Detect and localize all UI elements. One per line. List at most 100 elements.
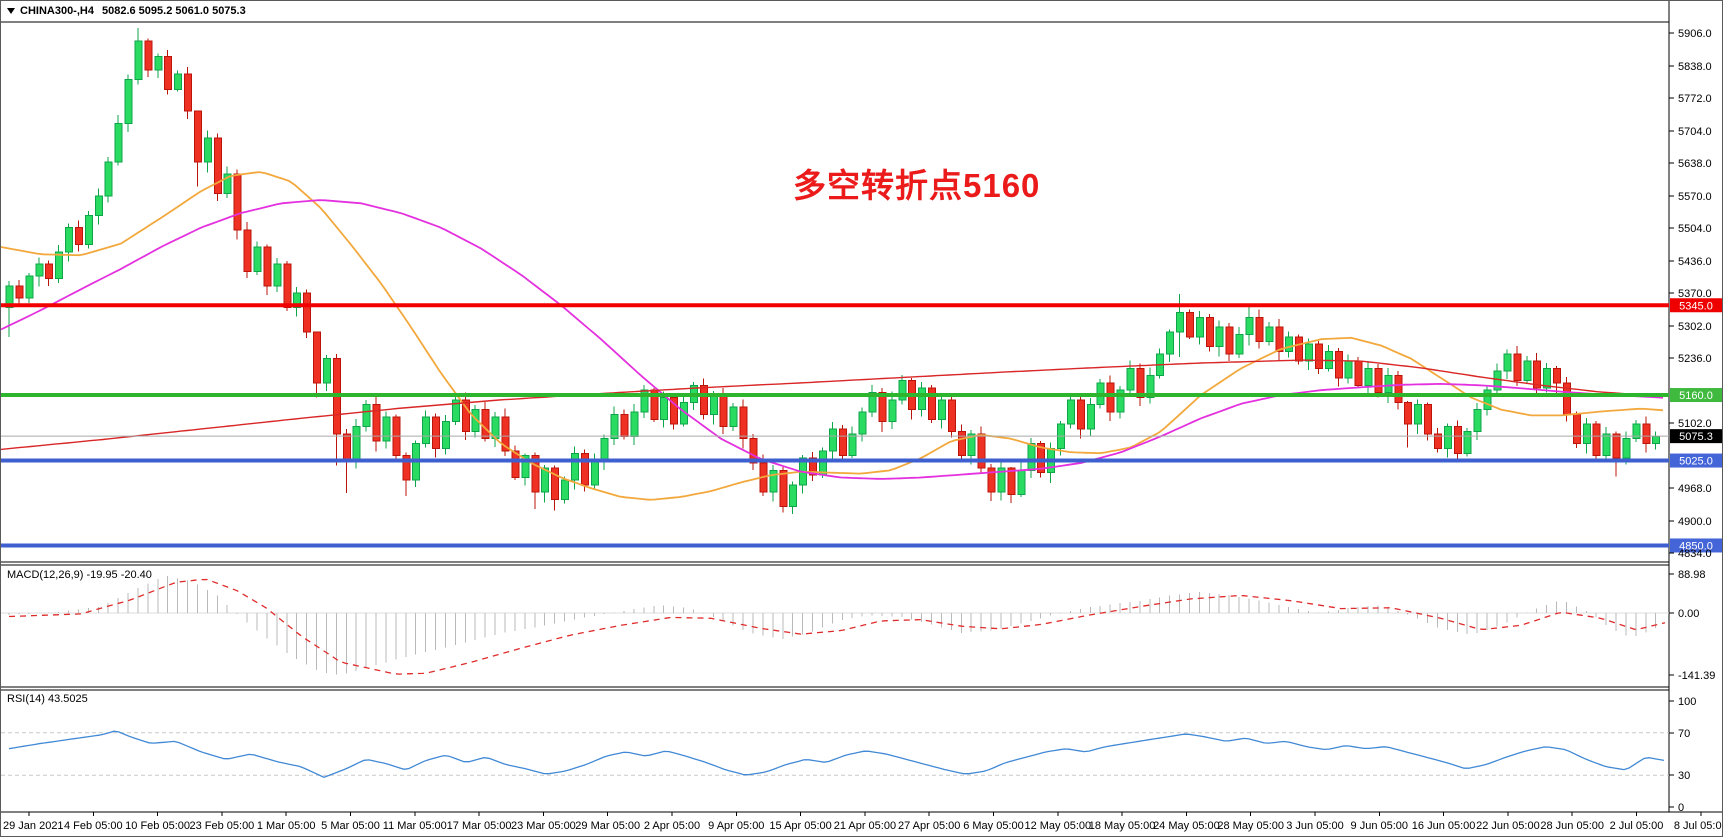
candle [1612, 433, 1621, 459]
rsi-indicator-label: RSI(14) 43.5025 [7, 693, 88, 705]
candle [580, 452, 589, 486]
candle [521, 455, 530, 479]
candle [729, 406, 738, 428]
candle [1116, 389, 1125, 413]
price-axis-ticks: 5906.0 5838.0 5772.0 5704.0 5638.0 5570.0 5504… [1669, 28, 1712, 560]
candle [313, 331, 322, 384]
candle [74, 227, 83, 246]
candle [1404, 401, 1413, 425]
candle [1275, 326, 1284, 352]
chart-annotation-text[interactable]: 多空转折点5160 [793, 167, 1041, 204]
macd-signal-line [8, 578, 1666, 675]
price-level-badge-label: 4850.0 [1679, 540, 1713, 552]
time-axis-label: 12 May 05:00 [1024, 820, 1091, 832]
candle [65, 227, 74, 253]
candle [1463, 430, 1472, 454]
candle [1543, 367, 1552, 389]
candle [670, 396, 679, 425]
candle [481, 409, 490, 440]
macd-tick-label: 88.98 [1678, 569, 1706, 581]
candle [511, 450, 520, 479]
price-tick-label: 5638.0 [1678, 158, 1712, 170]
price-tick-label: 4968.0 [1678, 483, 1712, 495]
candle [928, 387, 937, 420]
candle [1305, 343, 1314, 362]
candle [1066, 399, 1075, 425]
time-axis-label: 10 Feb 05:00 [125, 820, 190, 832]
candle [809, 457, 818, 476]
time-axis-label: 22 Jun 05:00 [1476, 820, 1540, 832]
candle [193, 110, 202, 163]
time-axis-label: 27 Apr 05:00 [898, 820, 960, 832]
candle [1433, 433, 1442, 449]
candle [610, 413, 619, 440]
time-axis[interactable] [1, 813, 1669, 836]
current-price-badge [1670, 429, 1722, 444]
candle [144, 40, 153, 71]
candle [570, 452, 579, 481]
candle [541, 467, 550, 493]
candle [422, 416, 431, 445]
candle [1443, 426, 1452, 449]
candle [1195, 316, 1204, 338]
symbol-title: CHINA300-,H4 [20, 5, 94, 17]
candle [858, 411, 867, 435]
candle [1265, 326, 1274, 343]
candle [640, 389, 649, 413]
candle [342, 433, 351, 462]
price-tick-label: 5838.0 [1678, 61, 1712, 73]
candle [362, 404, 371, 428]
candle [779, 469, 788, 508]
candle [1334, 350, 1343, 379]
time-axis-label: 16 Jun 05:00 [1412, 820, 1476, 832]
price-tick-label: 5906.0 [1678, 28, 1712, 40]
candle [124, 79, 133, 124]
candle [1017, 469, 1026, 496]
candle [1364, 367, 1373, 386]
candle [1136, 367, 1145, 398]
candle [531, 455, 540, 493]
rsi-tick-label: 0 [1678, 802, 1684, 814]
rsi-level-lines [1, 732, 1669, 776]
candle [104, 161, 113, 197]
candle [1166, 331, 1175, 355]
candle [461, 399, 470, 432]
price-tick-label: 5436.0 [1678, 256, 1712, 268]
candle [739, 406, 748, 440]
candle [1642, 423, 1651, 445]
candles [5, 28, 1661, 514]
candle [1602, 433, 1611, 457]
time-axis-label: 6 May 05:00 [963, 820, 1024, 832]
candle [203, 137, 212, 163]
candle [1037, 443, 1046, 474]
candle [551, 467, 560, 500]
candle [1592, 423, 1601, 457]
time-axis-label: 11 Mar 05:00 [383, 820, 447, 832]
candle [1106, 382, 1115, 413]
price-axis[interactable] [1670, 1, 1722, 813]
candle [1384, 375, 1393, 394]
candle [600, 438, 609, 462]
candle [937, 399, 946, 420]
price-tick-label: 5302.0 [1678, 321, 1712, 333]
candle [1255, 316, 1264, 343]
macd-indicator-label: MACD(12,26,9) -19.95 -20.40 [7, 569, 152, 581]
ma-slow-red-line [1, 359, 1664, 451]
candle [1086, 404, 1095, 430]
candle [1572, 413, 1581, 445]
time-axis-label: 24 May 05:00 [1153, 820, 1220, 832]
time-axis-label: 18 May 05:00 [1089, 820, 1156, 832]
candle [1483, 389, 1492, 411]
rsi-tick-label: 70 [1678, 728, 1690, 740]
candle [45, 263, 54, 280]
time-axis-label: 9 Apr 05:00 [708, 820, 764, 832]
candle [1374, 367, 1383, 394]
candle [838, 428, 847, 457]
candle [769, 469, 778, 493]
symbol-dropdown-icon[interactable] [7, 8, 15, 15]
time-axis-label: 28 Jun 05:00 [1540, 820, 1604, 832]
price-level-badge-label: 5025.0 [1679, 456, 1713, 468]
candle [1176, 312, 1185, 333]
